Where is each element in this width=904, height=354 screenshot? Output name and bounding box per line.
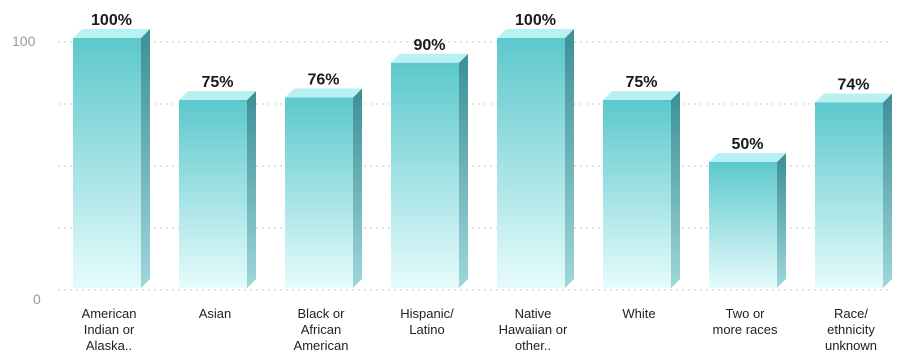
y-tick-label-0: 0 [33, 291, 41, 307]
bar [391, 62, 459, 288]
data-label: 75% [625, 74, 657, 91]
bar [179, 100, 247, 288]
bar-group [815, 93, 892, 288]
bar-side [883, 93, 892, 288]
bar-group [391, 53, 468, 288]
x-tick-label: Native [515, 306, 552, 321]
data-label: 50% [731, 136, 763, 153]
x-tick-label: Hawaiian or [499, 322, 568, 337]
x-tick-label: ethnicity [827, 322, 875, 337]
x-tick-label: White [622, 306, 655, 321]
data-label: 76% [307, 72, 339, 89]
x-tick-label: African [301, 322, 341, 337]
bar [603, 100, 671, 288]
y-tick-label-100: 100 [12, 33, 36, 49]
bar-side [141, 29, 150, 288]
x-tick-label: other.. [515, 338, 551, 353]
bar [709, 162, 777, 288]
bar-cap [497, 29, 574, 38]
x-tick-label: Two or [725, 306, 765, 321]
x-tick-label: Hispanic/ [400, 306, 454, 321]
bar-group [709, 153, 786, 288]
bar-cap [391, 53, 468, 63]
x-tick-label: Alaska.. [86, 338, 132, 353]
x-tick-label: Race/ [834, 306, 868, 321]
bar-side [671, 91, 680, 288]
bar-side [353, 88, 362, 289]
x-tick-label: Latino [409, 322, 444, 337]
x-tick-label: unknown [825, 338, 877, 353]
x-tick-label: Indian or [84, 322, 135, 337]
bar-side [777, 153, 786, 288]
bar-group [285, 88, 362, 289]
bar-group [497, 29, 574, 288]
bar-group [73, 29, 150, 288]
bar-cap [73, 29, 150, 38]
bar-side [565, 29, 574, 288]
bar-side [459, 53, 468, 288]
bar [73, 38, 141, 288]
data-label: 100% [91, 12, 132, 29]
bar-cap [603, 91, 680, 100]
x-tick-label: American [82, 306, 137, 321]
data-label: 75% [201, 74, 233, 91]
x-tick-label: Asian [199, 306, 232, 321]
bar-group [603, 91, 680, 288]
bar [497, 38, 565, 288]
data-label: 74% [837, 76, 869, 93]
bar [285, 97, 353, 289]
y-axis: 100 0 [12, 33, 41, 307]
bar-group [179, 91, 256, 288]
bar-cap [815, 93, 892, 103]
bars: 100% 75% 76% 90% 100% 75% 50% 74% [73, 12, 892, 289]
x-tick-label: Black or [298, 306, 346, 321]
data-label: 100% [515, 12, 556, 29]
x-tick-label: American [294, 338, 349, 353]
bar-side [247, 91, 256, 288]
x-tick-label: more races [712, 322, 778, 337]
bar-cap [709, 153, 786, 162]
bar [815, 102, 883, 288]
bar-cap [179, 91, 256, 100]
data-label: 90% [413, 37, 445, 54]
bar-cap [285, 88, 362, 98]
